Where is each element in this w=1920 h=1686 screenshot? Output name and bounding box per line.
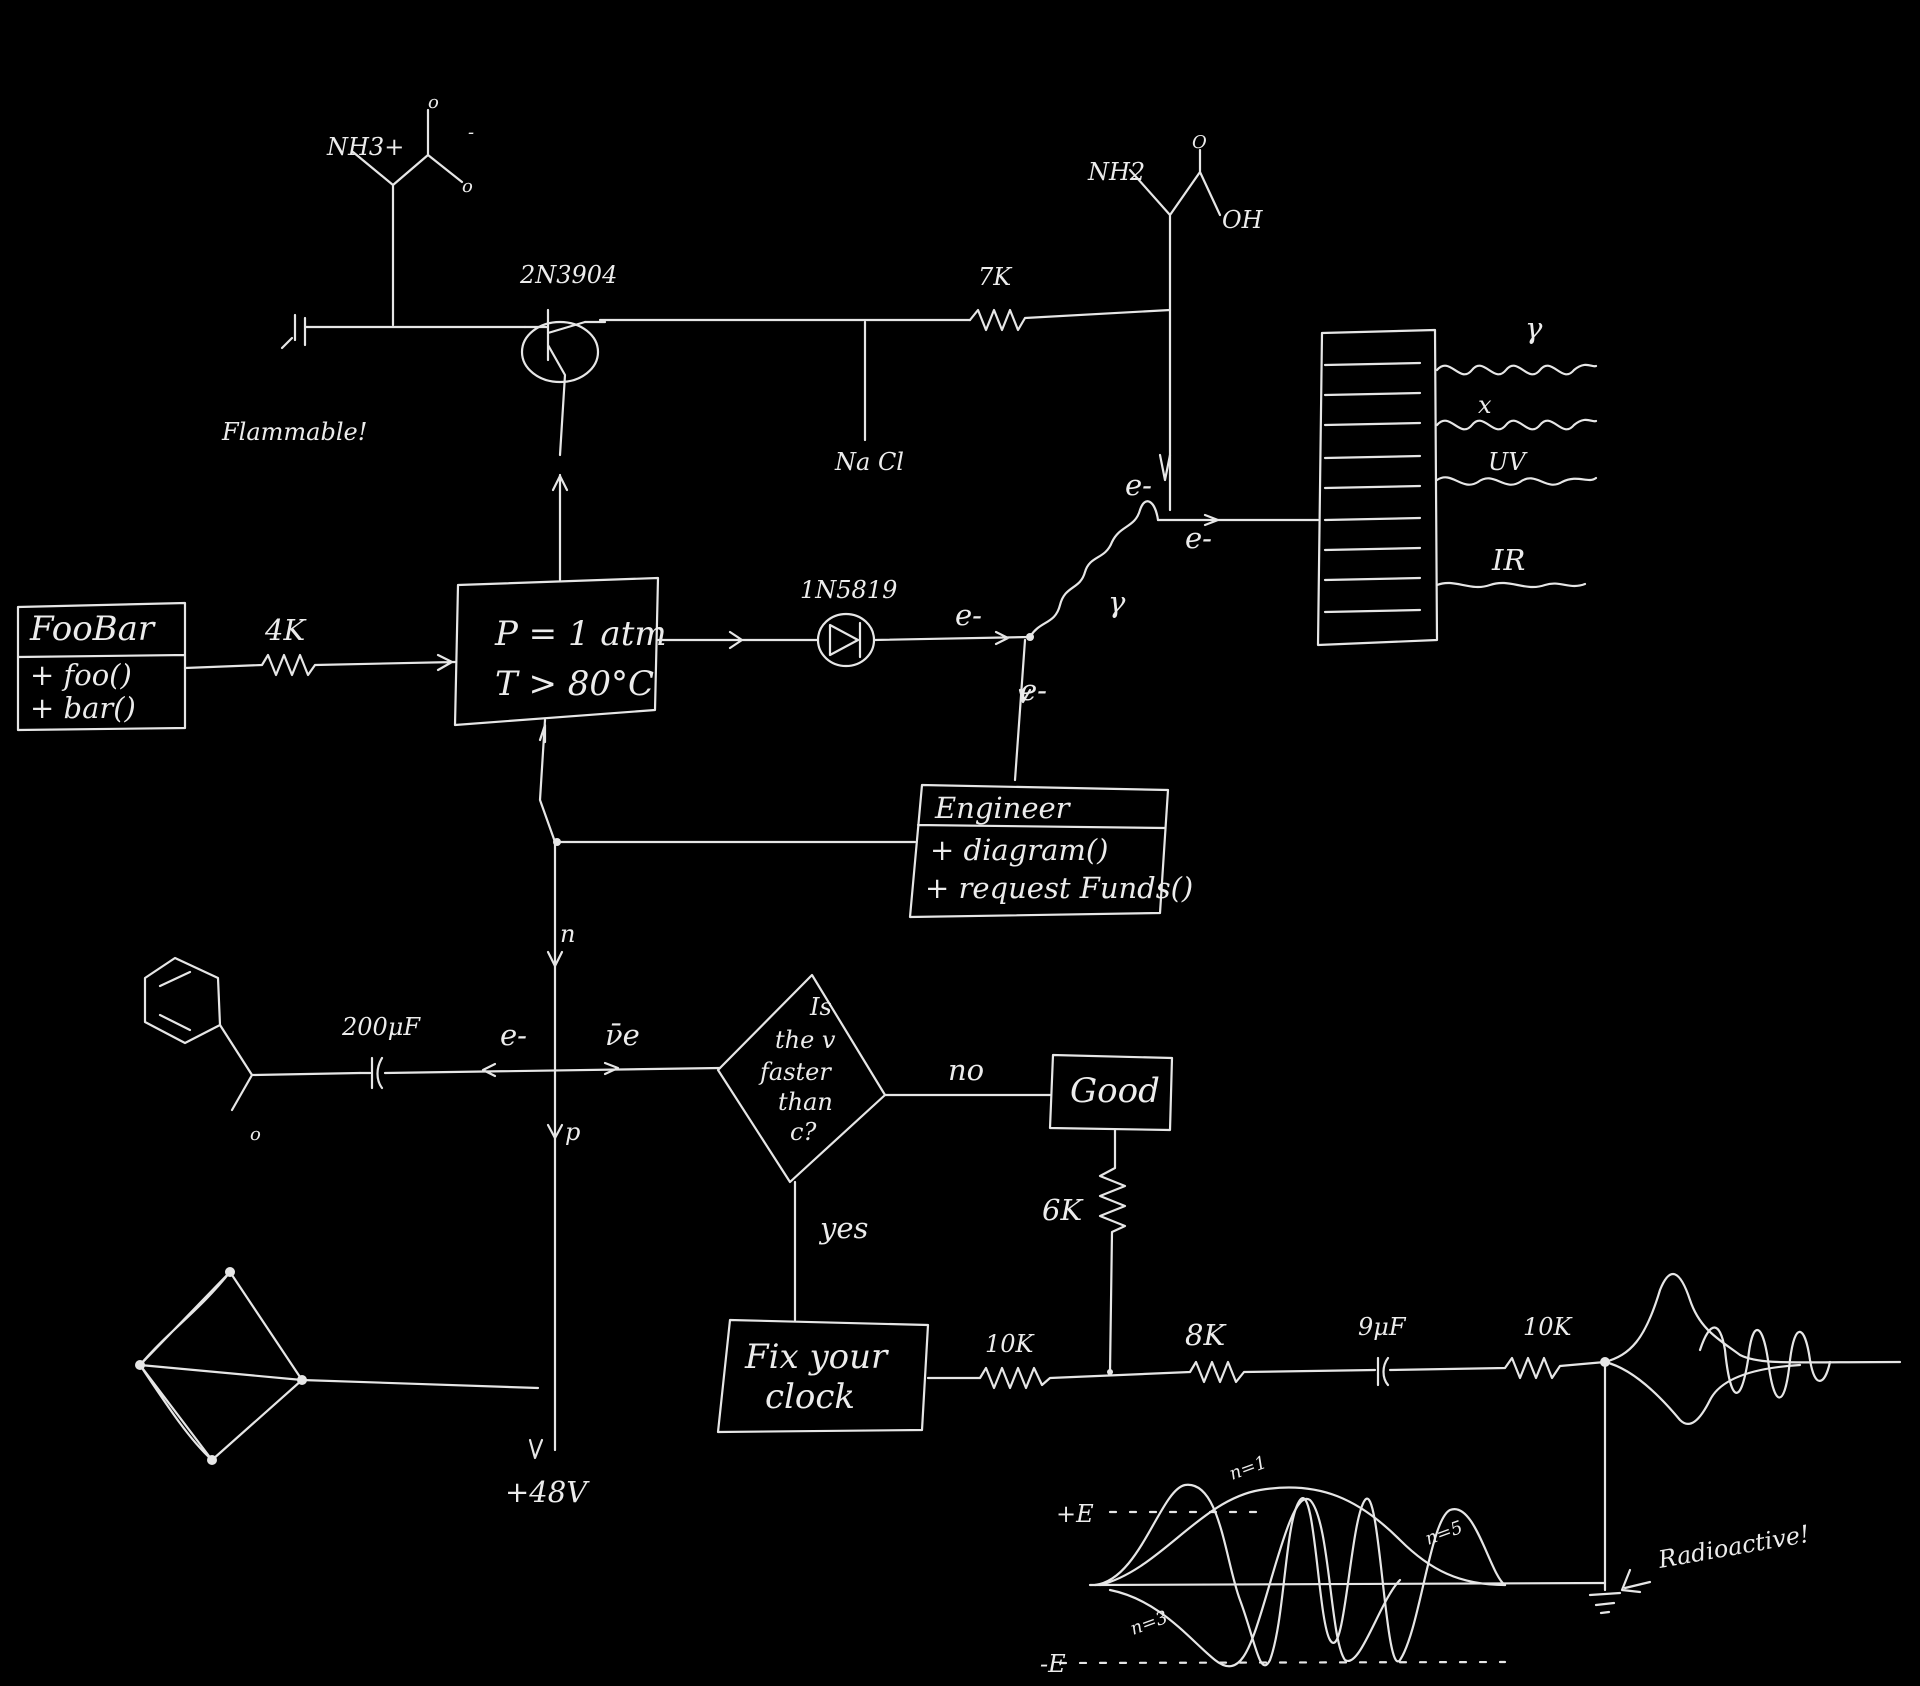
resistor-10k-a-label: 10K bbox=[985, 1330, 1036, 1358]
ir-label: IR bbox=[1491, 543, 1525, 577]
gamma-ray-label: γ bbox=[1525, 311, 1543, 345]
n3-label: n=3 bbox=[1128, 1607, 1171, 1640]
decision-diamond: Is the v faster than c? bbox=[716, 973, 887, 1184]
decision-yes-label: yes bbox=[818, 1211, 868, 1245]
decision-text-4: than bbox=[778, 1088, 833, 1116]
n5-label: n=5 bbox=[1423, 1517, 1466, 1550]
voltage-48v-label: +48V bbox=[505, 1475, 590, 1509]
flammable-label: Flammable! bbox=[221, 418, 367, 446]
xray-label: x bbox=[1478, 391, 1492, 419]
uv-label: UV bbox=[1488, 448, 1528, 476]
nh2-label: NH2 bbox=[1087, 158, 1145, 186]
radioactive-label: Radioactive! bbox=[1655, 1520, 1811, 1574]
decision-text-1: Is bbox=[809, 993, 832, 1021]
electron-label-3: e- bbox=[955, 598, 982, 632]
amino-acid-neutral: NH2 O OH bbox=[1087, 132, 1264, 512]
o-side-label: o bbox=[462, 176, 473, 197]
amino-acid-structure: NH3+ o - o bbox=[326, 92, 474, 327]
diode-1n5819: 1N5819 bbox=[800, 576, 897, 668]
electron-label-1: e- bbox=[1125, 468, 1152, 502]
foobar-method-bar: + bar() bbox=[30, 691, 136, 725]
resistor-8k-label: 8K bbox=[1185, 1318, 1227, 1352]
capacitor-200uf-label: 200μF bbox=[341, 1013, 421, 1041]
engineer-method-diagram: + diagram() bbox=[930, 833, 1109, 867]
benzaldehyde-structure: o bbox=[143, 956, 362, 1145]
plus-e-label: +E bbox=[1056, 1500, 1094, 1528]
temperature-condition: T > 80°C bbox=[495, 664, 654, 704]
condition-box: P = 1 atm T > 80°C bbox=[453, 576, 667, 727]
antineutrino-label: ν̄e bbox=[605, 1018, 640, 1052]
foobar-title: FooBar bbox=[29, 609, 156, 649]
decision-text-5: c? bbox=[790, 1118, 816, 1146]
resistor-10k-b-label: 10K bbox=[1523, 1313, 1574, 1341]
transistor-label: 2N3904 bbox=[519, 261, 617, 289]
wave-packet bbox=[1603, 1272, 1902, 1425]
oh-label: OH bbox=[1222, 206, 1264, 234]
resistor-7k-label: 7K bbox=[978, 263, 1013, 291]
decision-no-label: no bbox=[948, 1053, 984, 1087]
fix-clock-box: Fix your clock bbox=[716, 1318, 930, 1434]
nh3-label: NH3+ bbox=[326, 133, 404, 161]
top-wire: 7K Na Cl bbox=[598, 263, 1172, 476]
foobar-class-box: FooBar + foo() + bar() bbox=[16, 601, 187, 732]
good-box: Good bbox=[1048, 1053, 1174, 1132]
n1-label: n=1 bbox=[1227, 1452, 1270, 1485]
minus-label: - bbox=[468, 122, 474, 143]
engineer-method-request-funds: + request Funds() bbox=[925, 871, 1193, 905]
detector-stack: γ x UV IR bbox=[1316, 311, 1598, 647]
aldehyde-o-label: o bbox=[250, 1124, 261, 1145]
capacitor-9uf-label: 9μF bbox=[1358, 1313, 1407, 1341]
electron-label-2: e- bbox=[1185, 521, 1212, 555]
o-top-label: O bbox=[1192, 132, 1207, 153]
resistor-6k-label: 6K bbox=[1042, 1193, 1084, 1227]
minus-e-label: -E bbox=[1040, 1650, 1066, 1678]
input-capacitor: Flammable! bbox=[221, 313, 527, 446]
foobar-method-foo: + foo() bbox=[30, 658, 132, 692]
diode-label: 1N5819 bbox=[800, 576, 897, 604]
electron-label-5: e- bbox=[500, 1018, 527, 1052]
transistor-2n3904: 2N3904 bbox=[519, 261, 617, 457]
decision-text-3: faster bbox=[758, 1058, 832, 1086]
decision-text-2: the v bbox=[775, 1026, 836, 1054]
engineer-title: Engineer bbox=[934, 791, 1072, 825]
fix-clock-text-1: Fix your bbox=[744, 1337, 889, 1377]
pressure-condition: P = 1 atm bbox=[494, 614, 667, 654]
neutron-label: n bbox=[560, 920, 575, 948]
o-label: o bbox=[428, 92, 439, 113]
electron-label-4: e- bbox=[1020, 673, 1047, 707]
nacl-label: Na Cl bbox=[834, 448, 904, 476]
gamma-mid-label: γ bbox=[1108, 585, 1126, 619]
fix-clock-text-2: clock bbox=[765, 1377, 855, 1417]
wavefunction-plot: +E -E n=1 n=3 n=5 bbox=[1040, 1452, 1607, 1678]
proton-label: p bbox=[565, 1118, 580, 1146]
engineer-class-box: Engineer + diagram() + request Funds() bbox=[908, 783, 1193, 919]
resistor-4k-label: 4K bbox=[264, 613, 307, 647]
graph-structure bbox=[135, 1267, 540, 1465]
good-label: Good bbox=[1070, 1071, 1160, 1111]
